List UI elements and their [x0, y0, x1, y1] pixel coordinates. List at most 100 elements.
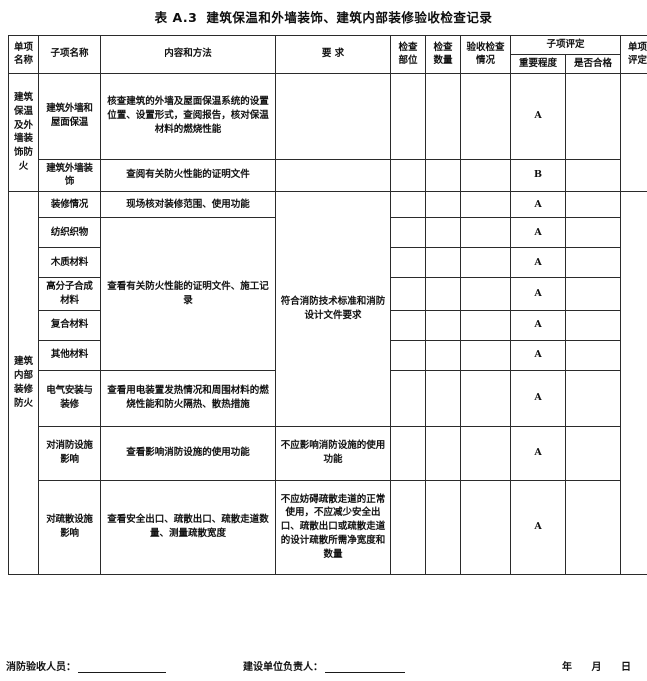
inspector-input[interactable] [78, 661, 166, 673]
acceptance-inspection[interactable] [460, 217, 511, 249]
qualified-mark[interactable] [564, 425, 622, 481]
importance-mark: A [510, 479, 566, 575]
sub-item-name: 建筑外墙装饰 [38, 158, 101, 193]
inspection-quantity[interactable] [425, 247, 461, 279]
acceptance-inspection[interactable] [460, 72, 511, 160]
table-number: 表 A.3 [154, 10, 198, 25]
acceptance-inspection[interactable] [460, 158, 511, 193]
sub-item-name: 复合材料 [38, 309, 101, 341]
table-row: 纺织织物 查看有关防火性能的证明文件、施工记录 A [9, 217, 647, 371]
sub-item-name: 其他材料 [38, 339, 101, 371]
acceptance-inspection[interactable] [460, 247, 511, 279]
group-label-0: 建筑保温及外墙装饰防火 [8, 72, 39, 193]
inspector-field: 消防验收人员： [6, 658, 166, 673]
content-method: 现场核对装修范围、使用功能 [100, 191, 276, 219]
acceptance-inspection[interactable] [460, 309, 511, 341]
inspection-location[interactable] [390, 217, 426, 249]
table-row: 木质材料 A [9, 247, 647, 279]
inspection-location[interactable] [390, 425, 426, 481]
inspection-quantity[interactable] [425, 191, 461, 219]
table-row: 对疏散设施影响 查看安全出口、疏散出口、疏散走道数量、测量疏散宽度 不应妨碍疏散… [9, 479, 647, 575]
inspector-label: 消防验收人员： [6, 662, 76, 673]
requirement [275, 72, 391, 160]
inspection-location[interactable] [390, 277, 426, 311]
inspection-location[interactable] [390, 158, 426, 193]
importance-mark: A [510, 277, 566, 311]
inspection-quantity[interactable] [425, 479, 461, 575]
inspection-quantity[interactable] [425, 72, 461, 160]
table-row: 电气安装与装修 查看用电装置发热情况和周围材料的燃烧性能和防火隔热、散热措施 A [9, 369, 647, 427]
table-header: 单项名称 子项名称 内容和方法 要 求 检查部位 检查数量 验收检查情况 子项评… [8, 35, 647, 74]
importance-mark: A [510, 72, 566, 160]
acceptance-inspection[interactable] [460, 339, 511, 371]
th-content-method: 内容和方法 [100, 35, 276, 74]
group-label-1: 建筑内部装修防火 [8, 191, 39, 575]
inspection-location[interactable] [390, 479, 426, 575]
qualified-mark[interactable] [564, 158, 622, 193]
sub-item-name: 高分子合成材料 [38, 277, 101, 311]
sub-item-name: 对疏散设施影响 [38, 479, 101, 575]
sub-item-name: 装修情况 [38, 191, 101, 219]
table-row: 建筑保温及外墙装饰防火 建筑外墙和屋面保温 核查建筑的外墙及屋面保温系统的设置位… [8, 72, 647, 193]
importance-mark: A [510, 247, 566, 279]
main-item-evaluation[interactable] [620, 72, 647, 193]
th-sub-item-evaluation: 子项评定 [509, 35, 622, 55]
inspection-location[interactable] [390, 72, 426, 160]
sub-item-name: 木质材料 [38, 247, 101, 279]
signature-footer: 消防验收人员： 建设单位负责人： 年 月 日 [0, 651, 647, 673]
importance-mark: A [510, 309, 566, 341]
th-requirement: 要 求 [275, 35, 391, 74]
table-row: 对消防设施影响 查看影响消防设施的使用功能 不应影响消防设施的使用功能 A [9, 425, 647, 481]
inspection-quantity[interactable] [425, 369, 461, 427]
importance-mark: A [510, 339, 566, 371]
sub-item-name: 建筑外墙和屋面保温 [38, 72, 101, 160]
acceptance-inspection[interactable] [460, 277, 511, 311]
inspection-quantity[interactable] [425, 217, 461, 249]
acceptance-inspection[interactable] [460, 479, 511, 575]
sub-item-name: 电气安装与装修 [38, 369, 101, 427]
importance-mark: A [510, 369, 566, 427]
qualified-mark[interactable] [564, 369, 622, 427]
qualified-mark[interactable] [564, 309, 622, 341]
qualified-mark[interactable] [564, 277, 622, 311]
requirement [275, 158, 391, 193]
acceptance-inspection[interactable] [460, 191, 511, 219]
th-acceptance-inspection: 验收检查情况 [460, 35, 511, 74]
th-main-item-name: 单项名称 [8, 35, 39, 74]
main-item-evaluation[interactable] [620, 191, 647, 575]
inspection-quantity[interactable] [425, 277, 461, 311]
unit-head-input[interactable] [325, 661, 405, 673]
acceptance-inspection[interactable] [460, 369, 511, 427]
table-row: 建筑内部装修防火 装修情况 现场核对装修范围、使用功能 符合消防技术标准和消防设… [8, 191, 647, 575]
table-title-text: 建筑保温和外墙装饰、建筑内部装修验收检查记录 [206, 10, 493, 25]
th-qualified: 是否合格 [564, 53, 622, 74]
th-inspection-location: 检查部位 [390, 35, 426, 74]
th-sub-item-name: 子项名称 [38, 35, 101, 74]
inspection-location[interactable] [390, 339, 426, 371]
th-main-item-evaluation: 单项评定 [620, 35, 647, 74]
th-importance: 重要程度 [510, 53, 566, 74]
qualified-mark[interactable] [564, 191, 622, 219]
inspection-quantity[interactable] [425, 339, 461, 371]
inspection-location[interactable] [390, 191, 426, 219]
inspection-location[interactable] [390, 309, 426, 341]
importance-mark: B [510, 158, 566, 193]
importance-mark: A [510, 425, 566, 481]
qualified-mark[interactable] [564, 479, 622, 575]
inspection-record-table: 单项名称 子项名称 内容和方法 要 求 检查部位 检查数量 验收检查情况 子项评… [8, 35, 647, 575]
acceptance-inspection[interactable] [460, 425, 511, 481]
inspection-location[interactable] [390, 247, 426, 279]
date-field[interactable]: 年 月 日 [562, 662, 639, 673]
qualified-mark[interactable] [564, 72, 622, 160]
inspection-quantity[interactable] [425, 309, 461, 341]
inspection-quantity[interactable] [425, 158, 461, 193]
inspection-quantity[interactable] [425, 425, 461, 481]
inspection-location[interactable] [390, 369, 426, 427]
header-row-1: 单项名称 子项名称 内容和方法 要 求 检查部位 检查数量 验收检查情况 子项评… [8, 35, 647, 74]
table-body: 建筑保温及外墙装饰防火 建筑外墙和屋面保温 核查建筑的外墙及屋面保温系统的设置位… [8, 72, 647, 575]
content-method: 查看影响消防设施的使用功能 [100, 425, 276, 481]
qualified-mark[interactable] [564, 247, 622, 279]
qualified-mark[interactable] [564, 339, 622, 371]
qualified-mark[interactable] [564, 217, 622, 249]
importance-mark: A [510, 217, 566, 249]
